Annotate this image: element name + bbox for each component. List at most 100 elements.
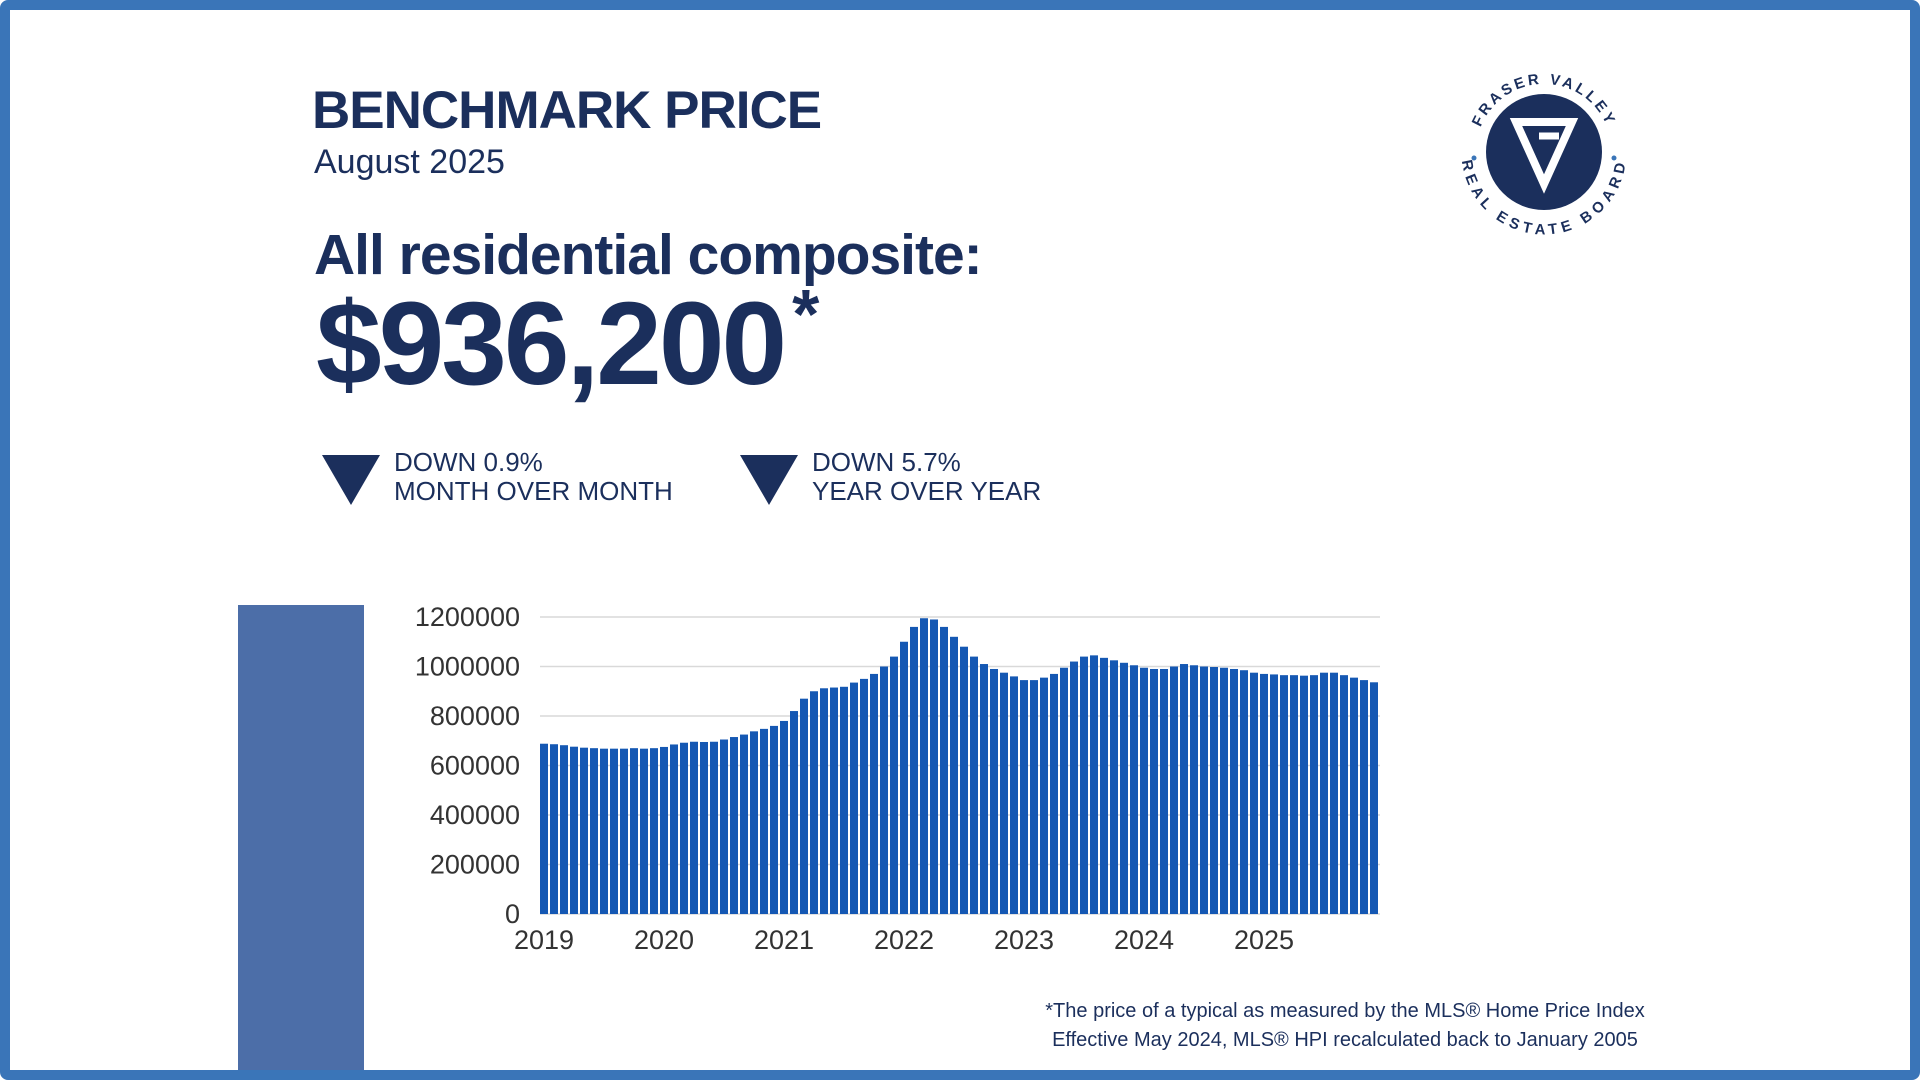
page-title: BENCHMARK PRICE [312,81,822,140]
price-asterisk: * [792,275,820,353]
price-bar [900,641,908,914]
price-bar [1000,672,1008,914]
price-bar [670,744,678,914]
price-bar [540,743,548,914]
price-bar [790,711,798,914]
price-bar [1310,675,1318,914]
price-bar [560,745,568,914]
price-bar [550,744,558,914]
stat-change: DOWN 0.9% [394,447,543,477]
y-tick-label: 1200000 [415,602,520,632]
price-bar [970,656,978,914]
price-bar [1220,667,1228,914]
price-bar [760,728,768,914]
price-bar [1060,667,1068,914]
price-bar [1040,677,1048,914]
price-bar [830,687,838,914]
price-bar [1250,672,1258,914]
price-bar [1030,680,1038,914]
price-bar [1280,675,1288,914]
price-bar [960,646,968,914]
month-over-month-stat: DOWN 0.9% MONTH OVER MONTH [322,448,673,506]
y-tick-label: 600000 [430,751,520,781]
price-bar [1190,665,1198,914]
price-bar [680,742,688,914]
x-tick-label: 2019 [514,925,574,955]
price-bar [1170,666,1178,914]
price-bar [750,731,758,914]
benchmark-price-chart: 0 200000 400000 600000 800000 1000000 1200000 2… [415,602,1380,955]
price-bar [880,666,888,914]
price-bar [740,734,748,914]
price-bar [1210,667,1218,914]
price-bar [840,686,848,914]
price-bar [1100,657,1108,914]
price-bar [1150,668,1158,914]
price-bar [1180,664,1188,914]
price-bar [1240,670,1248,914]
price-bar [1070,661,1078,914]
fraser-valley-logo: FRASER VALLEY REAL ESTATE BOARD [1458,71,1627,239]
x-tick-label: 2023 [994,925,1054,955]
price-bar [1230,668,1238,914]
down-triangle-icon [322,455,380,505]
price-bar [1330,672,1338,914]
price-bar [620,748,628,914]
price-bar [940,626,948,914]
footnote-line-2: Effective May 2024, MLS® HPI recalculate… [1052,1029,1638,1051]
y-tick-label: 1000000 [415,652,520,682]
price-bar [890,656,898,914]
price-bar [870,673,878,914]
price-bar [820,688,828,914]
price-bar [770,725,778,914]
price-bar [700,741,708,914]
price-bar [1360,680,1368,914]
price-bar [640,748,648,914]
price-bar [1290,675,1298,914]
y-tick-label: 400000 [430,800,520,830]
price-bar [720,739,728,914]
price-bar [1110,660,1118,914]
price-bar [800,698,808,914]
x-tick-label: 2024 [1114,925,1174,955]
year-over-year-stat: DOWN 5.7% YEAR OVER YEAR [740,448,1041,506]
price-bar [1050,673,1058,914]
price-bar [690,741,698,914]
price-bar [1200,666,1208,914]
price-bar [850,682,858,914]
price-bar [570,746,578,914]
price-value: $936,200 [316,278,787,410]
price-bar [920,618,928,914]
price-bar [590,748,598,914]
price-bar [860,678,868,915]
y-tick-label: 800000 [430,701,520,731]
x-tick-label: 2021 [754,925,814,955]
price-bar [1130,665,1138,914]
accent-sidebar [238,605,364,1070]
price-bar [610,748,618,914]
price-bar [1350,677,1358,914]
stat-period: YEAR OVER YEAR [812,476,1042,506]
price-bar [1080,656,1088,914]
price-bar [580,747,588,914]
price-bar [1160,668,1168,914]
price-bar [780,720,788,914]
price-bar [1010,676,1018,914]
stat-period: MONTH OVER MONTH [394,476,673,506]
y-tick-label: 200000 [430,850,520,880]
down-triangle-icon [740,455,798,505]
price-bar [1120,662,1128,914]
price-bar [950,636,958,914]
price-bar [990,668,998,914]
benchmark-price: $936,200 * [316,279,819,403]
price-bar [1020,680,1028,914]
price-bar [650,748,658,914]
composite-heading: All residential composite: [314,223,983,287]
price-bar [910,626,918,914]
price-bar [1340,675,1348,914]
price-bar [1320,672,1328,914]
price-bar [1090,655,1098,914]
price-bar [630,748,638,914]
footnote-line-1: *The price of a typical as measured by t… [1045,1000,1645,1022]
price-bar [600,748,608,914]
